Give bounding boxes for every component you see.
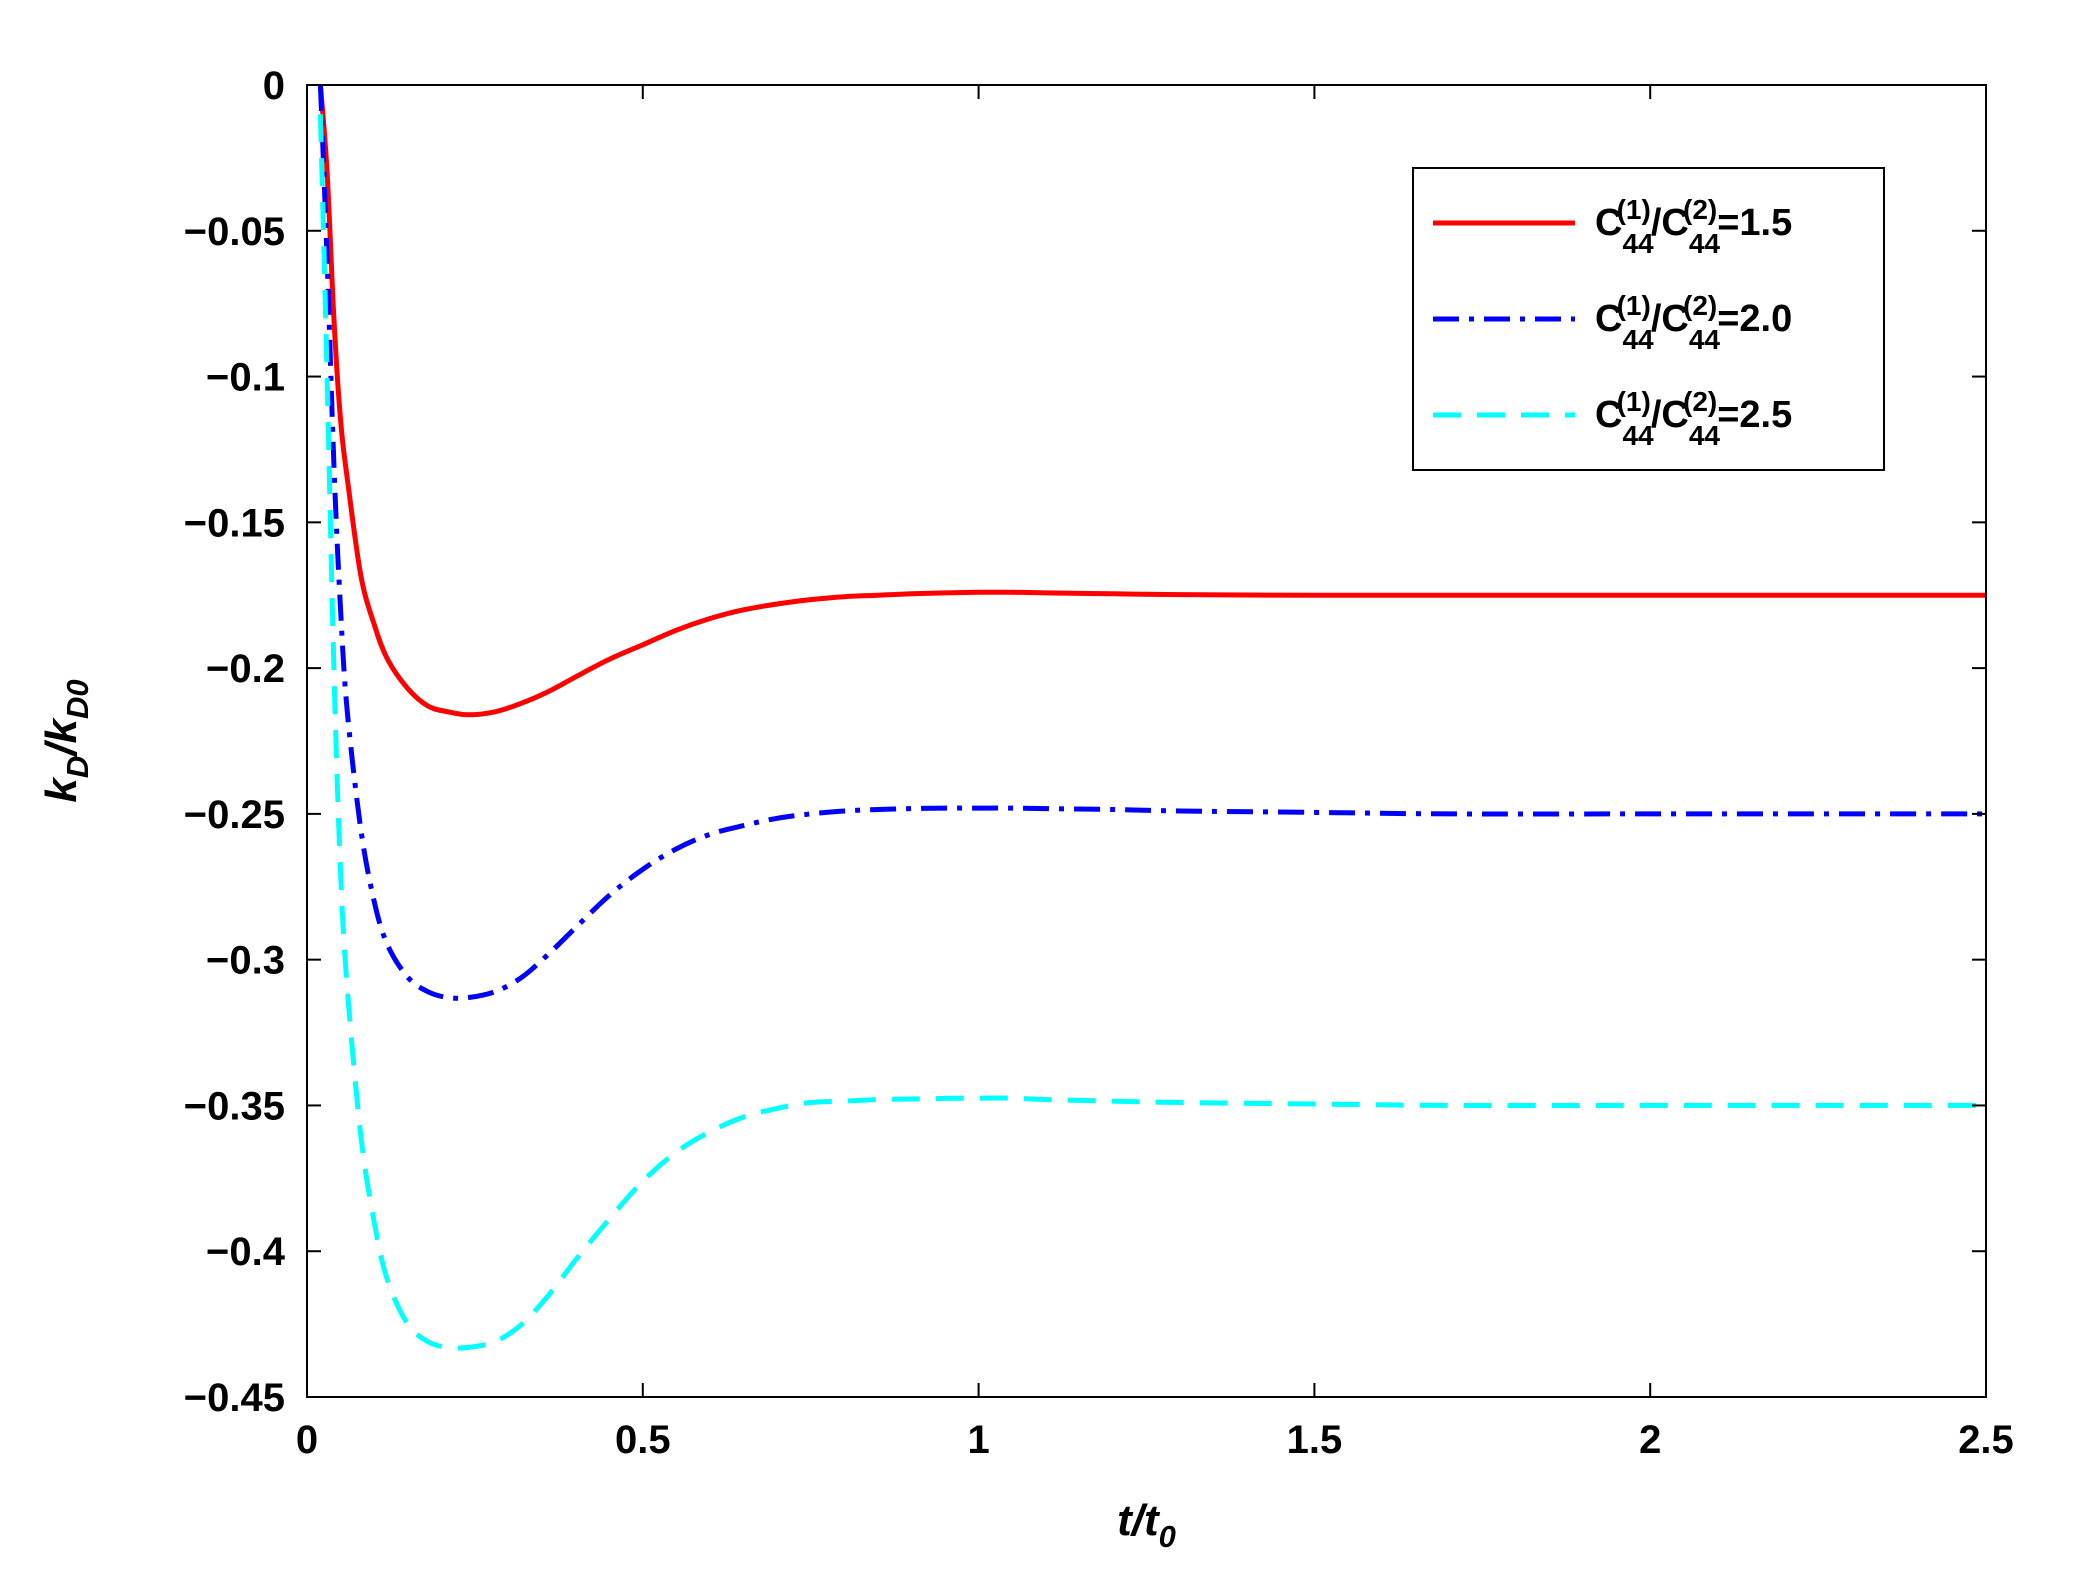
series-line-2: [317, 84, 1986, 1001]
legend-entry-1: C44(1)/C44(2)=1.5: [1595, 194, 1792, 259]
y-tick-label: −0.25: [184, 793, 285, 837]
x-tick-label: 1: [967, 1418, 989, 1462]
y-tick-label: −0.45: [184, 1376, 285, 1420]
x-tick-label: 0: [296, 1418, 318, 1462]
legend-entry-2: C44(1)/C44(2)=2.0: [1595, 290, 1792, 355]
x-tick-label: 2.5: [1958, 1418, 2014, 1462]
y-tick-label: −0.35: [184, 1084, 285, 1128]
series-layer: [317, 84, 1986, 1351]
y-tick-label: −0.3: [206, 939, 285, 983]
series-line-3: [317, 114, 1986, 1351]
x-tick-label: 0.5: [615, 1418, 671, 1462]
y-tick-label: −0.4: [206, 1230, 286, 1274]
y-axis-title: kD/kD0: [37, 679, 95, 802]
y-tick-label: −0.2: [206, 647, 285, 691]
legend-entry-3: C44(1)/C44(2)=2.5: [1595, 386, 1792, 451]
legend: C44(1)/C44(2)=1.5 C44(1)/C44(2)=2.0 C44(1)…: [1412, 167, 1885, 471]
y-tick-label: −0.05: [184, 210, 285, 254]
x-tick-label: 2: [1639, 1418, 1661, 1462]
y-tick-label: −0.1: [206, 356, 285, 400]
y-tick-label: −0.15: [184, 501, 285, 545]
y-tick-label: 0: [263, 64, 285, 108]
x-axis-title: t/t0: [1117, 1496, 1176, 1554]
x-axis-label: t/t0: [1117, 1496, 1176, 1554]
tick-layer: 0 0.5 1 1.5 2 2.5 0 −0.05 −0.1 −0.15 −0.2 −0.25 −0.3…: [184, 64, 2014, 1462]
x-tick-label: 1.5: [1287, 1418, 1343, 1462]
plot-area-frame: [306, 84, 1987, 1398]
y-axis-label: kD/kD0: [37, 679, 95, 802]
series-line-1: [317, 84, 1986, 718]
